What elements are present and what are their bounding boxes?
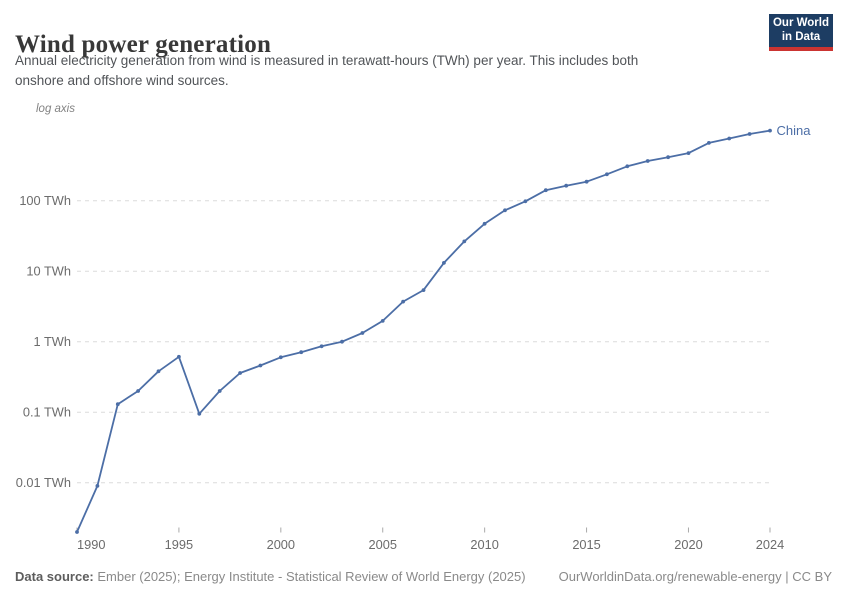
data-point[interactable]: [360, 331, 365, 335]
subtitle-line-2: onshore and offshore wind sources.: [15, 72, 229, 88]
x-axis-label: 2015: [572, 537, 600, 552]
data-point[interactable]: [523, 199, 528, 204]
data-point[interactable]: [727, 136, 732, 141]
data-point[interactable]: [666, 155, 670, 160]
data-point[interactable]: [380, 319, 385, 323]
data-source-text: Ember (2025); Energy Institute - Statist…: [93, 569, 526, 584]
y-axis-label: 1 TWh: [34, 334, 71, 349]
data-source: Data source: Ember (2025); Energy Instit…: [15, 569, 526, 584]
x-axis-label: 2005: [369, 537, 397, 552]
log-axis-note: log axis: [36, 103, 75, 115]
data-point[interactable]: [625, 164, 630, 169]
data-point[interactable]: [442, 261, 446, 265]
data-point[interactable]: [238, 371, 243, 375]
owid-logo-red-bar: [769, 47, 833, 51]
data-point[interactable]: [340, 339, 344, 344]
x-axis-label: 2024: [756, 537, 784, 552]
owid-logo-line-2: in Data: [781, 31, 821, 43]
x-axis-label: 2010: [470, 537, 498, 552]
data-point[interactable]: [156, 369, 161, 374]
data-point[interactable]: [278, 355, 283, 360]
chart-title: Wind power generation: [15, 30, 272, 58]
data-point[interactable]: [462, 239, 467, 244]
x-axis-label: 1995: [165, 537, 193, 552]
data-point[interactable]: [95, 484, 100, 488]
owid-logo[interactable]: Our World in Data: [769, 14, 833, 51]
data-point[interactable]: [768, 128, 772, 133]
data-point[interactable]: [401, 299, 405, 304]
x-axis-label: 1990: [77, 537, 105, 552]
data-point[interactable]: [258, 363, 263, 368]
footer: Data source: Ember (2025); Energy Instit…: [15, 569, 832, 584]
series-label-china: China: [777, 123, 812, 138]
data-point[interactable]: [503, 208, 507, 213]
data-point[interactable]: [747, 132, 752, 136]
data-point[interactable]: [136, 389, 141, 393]
owid-logo-line-1: Our World: [772, 17, 829, 29]
x-axis-label: 2000: [267, 537, 295, 552]
x-axis-label: 2020: [674, 537, 702, 552]
data-point[interactable]: [217, 389, 222, 393]
data-point[interactable]: [584, 179, 589, 184]
data-source-label: Data source:: [15, 569, 94, 584]
data-point[interactable]: [319, 344, 324, 349]
data-point[interactable]: [707, 141, 711, 145]
y-axis-label: 10 TWh: [26, 264, 71, 279]
data-point[interactable]: [299, 350, 304, 355]
chart-subtitle: Annual electricity generation from wind …: [15, 51, 638, 90]
data-point[interactable]: [482, 221, 487, 226]
data-point[interactable]: [564, 183, 569, 188]
y-axis-label: 0.1 TWh: [23, 405, 71, 420]
data-point[interactable]: [75, 530, 79, 534]
china-series-line: [76, 129, 771, 533]
y-axis-label: 100 TWh: [19, 193, 71, 208]
subtitle-line-1: Annual electricity generation from wind …: [15, 53, 639, 68]
data-point[interactable]: [645, 159, 650, 163]
data-point[interactable]: [543, 188, 548, 193]
data-point[interactable]: [197, 411, 202, 416]
y-axis-label: 0.01 TWh: [16, 475, 71, 490]
data-point[interactable]: [686, 151, 691, 156]
owid-logo-text: Our World in Data: [769, 14, 833, 47]
data-point[interactable]: [115, 402, 120, 407]
data-point[interactable]: [177, 354, 181, 359]
data-point[interactable]: [605, 172, 609, 177]
data-point[interactable]: [421, 288, 426, 292]
owid-link[interactable]: OurWorldinData.org/renewable-energy | CC…: [558, 569, 832, 584]
